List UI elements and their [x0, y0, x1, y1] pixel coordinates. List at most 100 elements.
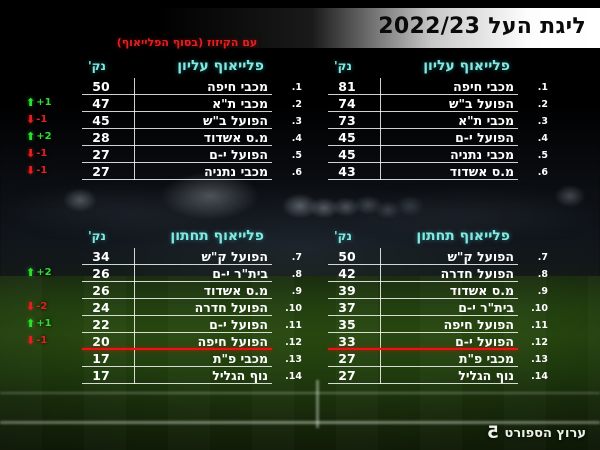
row-team-name: הפועל י-ם	[209, 317, 268, 332]
position-delta-value: -1	[36, 114, 48, 125]
table-row[interactable]: .13 מכבי פ"ת 27	[318, 350, 548, 367]
column-divider	[134, 333, 135, 350]
table-row[interactable]: .3 הפועל ב"ש 45 ⬇ -1	[26, 112, 302, 129]
table-row[interactable]: .1 מכבי חיפה 81	[318, 78, 548, 95]
row-divider	[328, 281, 518, 282]
row-points: 45	[338, 147, 356, 162]
position-delta-value: -1	[36, 165, 48, 176]
points-column-header: נק'	[334, 229, 352, 243]
table-row[interactable]: .11 הפועל י-ם 22 ⬆ +1	[26, 316, 302, 333]
row-divider	[82, 111, 272, 112]
table-row[interactable]: .12 הפועל חיפה 20 ⬇ -1	[26, 333, 302, 350]
row-divider	[82, 383, 272, 384]
row-rank: .3	[291, 116, 302, 127]
position-delta-value: +1	[36, 318, 52, 329]
row-divider	[328, 128, 518, 129]
column-divider	[380, 95, 381, 112]
row-points: 35	[338, 317, 356, 332]
table-row[interactable]: .12 הפועל י-ם 33	[318, 333, 548, 350]
table-row[interactable]: .8 הפועל חדרה 42	[318, 265, 548, 282]
points-column-header: נק'	[88, 59, 106, 73]
row-rank: .8	[537, 269, 548, 280]
row-divider	[328, 383, 518, 384]
row-team-name: מ.ס אשדוד	[203, 130, 268, 145]
row-team-name: בית"ר י-ם	[458, 300, 514, 315]
column-divider	[380, 112, 381, 129]
row-divider	[82, 332, 272, 333]
table-title: פלייאוף עליון	[423, 58, 510, 74]
table-row[interactable]: .10 בית"ר י-ם 37	[318, 299, 548, 316]
relegation-cut-line	[328, 348, 518, 350]
row-divider	[82, 366, 272, 367]
table-row[interactable]: .4 הפועל י-ם 45	[318, 129, 548, 146]
table-row[interactable]: .4 מ.ס אשדוד 28 ⬆ +2	[26, 129, 302, 146]
row-divider	[82, 145, 272, 146]
row-team-name: נוף הגליל	[458, 368, 514, 383]
table-row[interactable]: .5 הפועל י-ם 27 ⬇ -1	[26, 146, 302, 163]
table-row[interactable]: .7 הפועל ק"ש 34	[72, 248, 302, 265]
table-row[interactable]: .6 מ.ס אשדוד 43	[318, 163, 548, 180]
row-divider	[82, 179, 272, 180]
row-divider	[82, 281, 272, 282]
row-divider	[328, 162, 518, 163]
column-divider	[134, 95, 135, 112]
row-team-name: מכבי פ"ת	[458, 351, 514, 366]
row-divider	[82, 298, 272, 299]
column-divider	[380, 367, 381, 384]
row-points: 27	[92, 147, 110, 162]
row-rank: .9	[291, 286, 302, 297]
row-team-name: מכבי חיפה	[453, 79, 514, 94]
row-points: 24	[92, 300, 110, 315]
arrow-down-icon: ⬇	[26, 300, 36, 313]
table-row[interactable]: .6 מכבי נתניה 27 ⬇ -1	[26, 163, 302, 180]
table-row[interactable]: .14 נוף הגליל 17	[72, 367, 302, 384]
row-rank: .7	[537, 252, 548, 263]
row-rank: .6	[291, 167, 302, 178]
column-divider	[134, 248, 135, 265]
position-down-indicator: ⬇ -2	[26, 301, 66, 312]
row-rank: .12	[531, 337, 548, 348]
column-divider	[134, 316, 135, 333]
table-row[interactable]: .11 הפועל חיפה 35	[318, 316, 548, 333]
row-points: 27	[338, 351, 356, 366]
row-rank: .6	[537, 167, 548, 178]
row-rank: .1	[537, 82, 548, 93]
row-points: 50	[338, 249, 356, 264]
row-rank: .5	[291, 150, 302, 161]
row-rank: .9	[537, 286, 548, 297]
arrow-down-icon: ⬇	[26, 113, 36, 126]
table-row[interactable]: .5 מכבי נתניה 45	[318, 146, 548, 163]
row-points: 27	[92, 164, 110, 179]
row-team-name: מכבי נתניה	[450, 147, 514, 162]
standings-table-right-bottom: פלייאוף תחתון נק' .7 הפועל ק"ש 50 .8 הפועל חדר…	[318, 228, 548, 384]
table-row[interactable]: .13 מכבי פ"ת 17	[72, 350, 302, 367]
table-title: פלייאוף תחתון	[416, 228, 510, 244]
position-up-indicator: ⬆ +1	[26, 97, 66, 108]
row-points: 26	[92, 266, 110, 281]
table-row[interactable]: .8 בית"ר י-ם 26 ⬆ +2	[26, 265, 302, 282]
table-body: .7 הפועל ק"ש 34.8 בית"ר י-ם 26 ⬆ +2.9 מ.ס אשדוד…	[26, 248, 302, 384]
row-rank: .11	[285, 320, 302, 331]
table-row[interactable]: .1 מכבי חיפה 50	[72, 78, 302, 95]
row-points: 45	[338, 130, 356, 145]
row-team-name: מכבי נתניה	[204, 164, 268, 179]
table-row[interactable]: .2 מכבי ת"א 47 ⬆ +1	[26, 95, 302, 112]
row-divider	[82, 94, 272, 95]
table-row[interactable]: .2 הפועל ב"ש 74	[318, 95, 548, 112]
page-title: ליגת העל 2022/23	[378, 14, 586, 39]
table-header-left-bottom: פלייאוף תחתון נק'	[72, 228, 302, 248]
table-row[interactable]: .9 מ.ס אשדוד 26	[72, 282, 302, 299]
table-row[interactable]: .7 הפועל ק"ש 50	[318, 248, 548, 265]
table-row[interactable]: .3 מכבי ת"א 73	[318, 112, 548, 129]
table-row[interactable]: .10 הפועל חדרה 24 ⬇ -2	[26, 299, 302, 316]
column-divider	[380, 299, 381, 316]
row-rank: .3	[537, 116, 548, 127]
row-divider	[328, 332, 518, 333]
table-header-right-bottom: פלייאוף תחתון נק'	[318, 228, 548, 248]
row-points: 73	[338, 113, 356, 128]
row-divider	[328, 264, 518, 265]
table-row[interactable]: .9 מ.ס אשדוד 39	[318, 282, 548, 299]
column-divider	[380, 282, 381, 299]
table-row[interactable]: .14 נוף הגליל 27	[318, 367, 548, 384]
